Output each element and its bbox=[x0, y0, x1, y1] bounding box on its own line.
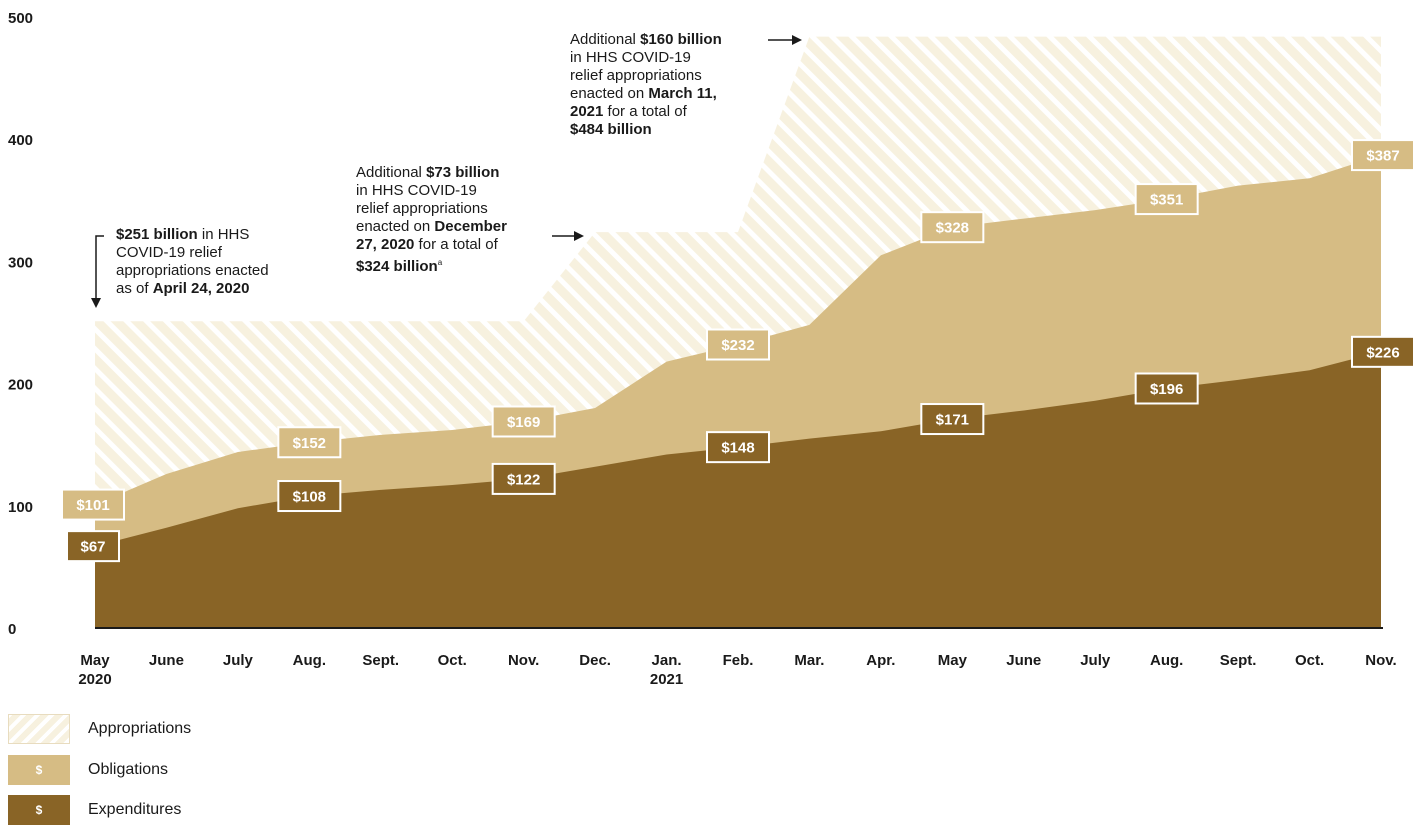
x-tick-label: Apr. bbox=[866, 652, 895, 669]
obligations-data-label: $101 bbox=[76, 497, 109, 514]
obligations-data-label-box bbox=[920, 211, 985, 244]
legend-swatch-appropriations bbox=[8, 714, 70, 744]
legend-label-obligations: Obligations bbox=[88, 761, 169, 778]
legend-swatch-expenditures: $ bbox=[8, 795, 70, 825]
area-chart: 0 100 200 300 400 500 May 2020 June July Aug. Sept.… bbox=[8, 10, 1415, 688]
annotation-initial-appropriation: $251 billion in HHS COVID-19 relief appr… bbox=[116, 226, 269, 297]
x-tick-label: Nov. bbox=[508, 652, 539, 669]
annotation-arrow-first-head bbox=[91, 298, 101, 308]
expenditures-data-label-box bbox=[277, 480, 342, 513]
x-tick-label: July bbox=[223, 652, 254, 669]
legend-swatch-symbol: $ bbox=[35, 803, 43, 817]
expenditures-data-label-box bbox=[1134, 372, 1199, 405]
obligations-data-label-box bbox=[491, 405, 556, 438]
y-tick-label: 200 bbox=[8, 377, 33, 394]
expenditures-data-label-box bbox=[1351, 335, 1415, 368]
legend-item-expenditures: $ Expenditures bbox=[8, 795, 181, 825]
x-tick-label: Aug. bbox=[293, 652, 326, 669]
x-tick-label: May 2020 bbox=[78, 652, 111, 688]
annotation-arrow-third-head bbox=[792, 35, 802, 45]
obligations-data-label: $169 bbox=[507, 414, 540, 431]
legend-label-expenditures: Expenditures bbox=[88, 801, 182, 818]
x-tick-label: Feb. bbox=[723, 652, 754, 669]
obligations-data-label: $328 bbox=[936, 220, 969, 237]
x-tick-label: Dec. bbox=[579, 652, 611, 669]
obligations-data-label-box bbox=[277, 426, 342, 459]
expenditures-data-label: $196 bbox=[1150, 381, 1183, 398]
y-tick-label: 400 bbox=[8, 132, 33, 149]
expenditures-data-label: $148 bbox=[721, 440, 754, 457]
legend-item-appropriations: Appropriations bbox=[8, 714, 191, 744]
expenditures-data-label: $67 bbox=[80, 539, 105, 556]
legend-swatch-obligations: $ bbox=[8, 755, 70, 785]
x-tick-label: Jan. 2021 bbox=[650, 652, 683, 688]
x-tick-label: Nov. bbox=[1365, 652, 1396, 669]
obligations-data-label: $387 bbox=[1366, 148, 1399, 165]
obligations-data-label-box bbox=[61, 488, 125, 521]
expenditures-data-label: $226 bbox=[1366, 344, 1399, 361]
series-area-expenditures bbox=[95, 351, 1381, 628]
legend-label-appropriations: Appropriations bbox=[88, 720, 192, 737]
y-tick-label: 300 bbox=[8, 254, 33, 271]
x-tick-label: Sept. bbox=[1220, 652, 1257, 669]
obligations-data-label: $152 bbox=[293, 435, 326, 452]
x-tick-label: June bbox=[1006, 652, 1041, 669]
x-tick-label: Oct. bbox=[1295, 652, 1324, 669]
obligations-data-label-box bbox=[706, 328, 770, 361]
x-tick-label: Mar. bbox=[794, 652, 824, 669]
obligations-data-label-box bbox=[1351, 139, 1415, 172]
y-tick-label: 100 bbox=[8, 499, 33, 516]
expenditures-data-label-box bbox=[706, 431, 770, 464]
legend-swatch-symbol: $ bbox=[35, 763, 43, 777]
x-tick-label: Sept. bbox=[362, 652, 399, 669]
expenditures-data-label-box bbox=[920, 403, 985, 436]
y-tick-label: 500 bbox=[8, 10, 33, 27]
legend-item-obligations: $ Obligations bbox=[8, 755, 168, 785]
annotation-arrow-first bbox=[95, 235, 104, 300]
obligations-data-label: $351 bbox=[1150, 192, 1183, 209]
expenditures-data-label: $171 bbox=[936, 412, 969, 429]
expenditures-data-label-box bbox=[491, 462, 556, 495]
x-tick-label: Aug. bbox=[1150, 652, 1183, 669]
annotation-arrow-second-head bbox=[574, 231, 584, 241]
obligations-data-label-box bbox=[1134, 183, 1199, 216]
expenditures-data-label: $122 bbox=[507, 471, 540, 488]
annotation-december-appropriation: Additional $73 billion in HHS COVID-19 r… bbox=[356, 164, 507, 275]
obligations-data-label: $232 bbox=[721, 337, 754, 354]
expenditures-data-label-box bbox=[66, 530, 120, 563]
x-tick-label: July bbox=[1080, 652, 1111, 669]
annotation-march-appropriation: Additional $160 billion in HHS COVID-19 … bbox=[570, 31, 722, 138]
x-tick-label: May bbox=[938, 652, 968, 669]
x-tick-label: June bbox=[149, 652, 184, 669]
expenditures-data-label: $108 bbox=[293, 489, 326, 506]
y-tick-label: 0 bbox=[8, 621, 16, 638]
x-tick-label: Oct. bbox=[438, 652, 467, 669]
